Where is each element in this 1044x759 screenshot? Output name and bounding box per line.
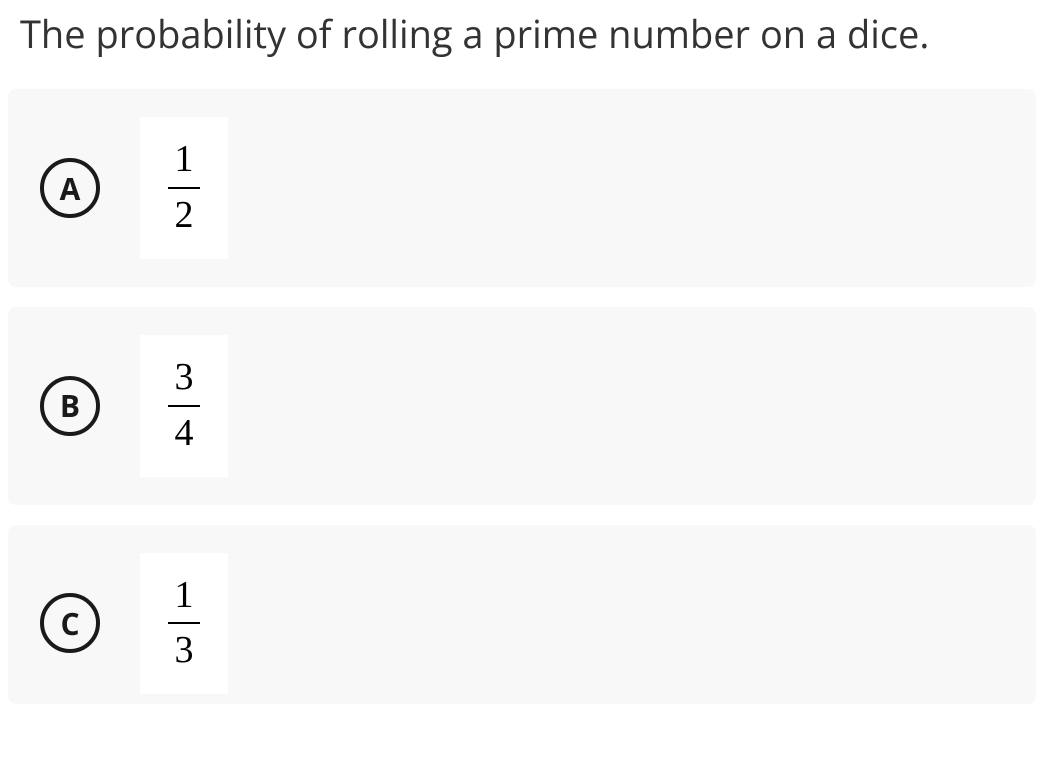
option-b-badge: B [40,376,100,436]
options-list: A 1 2 B 3 4 C 1 3 [0,89,1044,704]
option-c-fraction: 1 3 [140,553,228,695]
option-b-fraction: 3 4 [140,335,228,477]
fraction-bar [168,187,200,189]
option-c-numerator: 1 [175,575,194,617]
question-text: The probability of rolling a prime numbe… [0,0,1044,89]
option-a-denominator: 2 [175,195,194,237]
option-a-numerator: 1 [175,139,194,181]
fraction-bar [168,622,200,624]
option-b-denominator: 4 [175,413,194,455]
option-c-badge: C [40,593,100,653]
option-b-numerator: 3 [175,357,194,399]
option-a-fraction: 1 2 [140,117,228,259]
option-c-denominator: 3 [175,630,194,672]
option-a-badge: A [40,158,100,218]
option-b[interactable]: B 3 4 [8,307,1036,505]
option-a[interactable]: A 1 2 [8,89,1036,287]
fraction-bar [168,405,200,407]
option-c[interactable]: C 1 3 [8,525,1036,705]
